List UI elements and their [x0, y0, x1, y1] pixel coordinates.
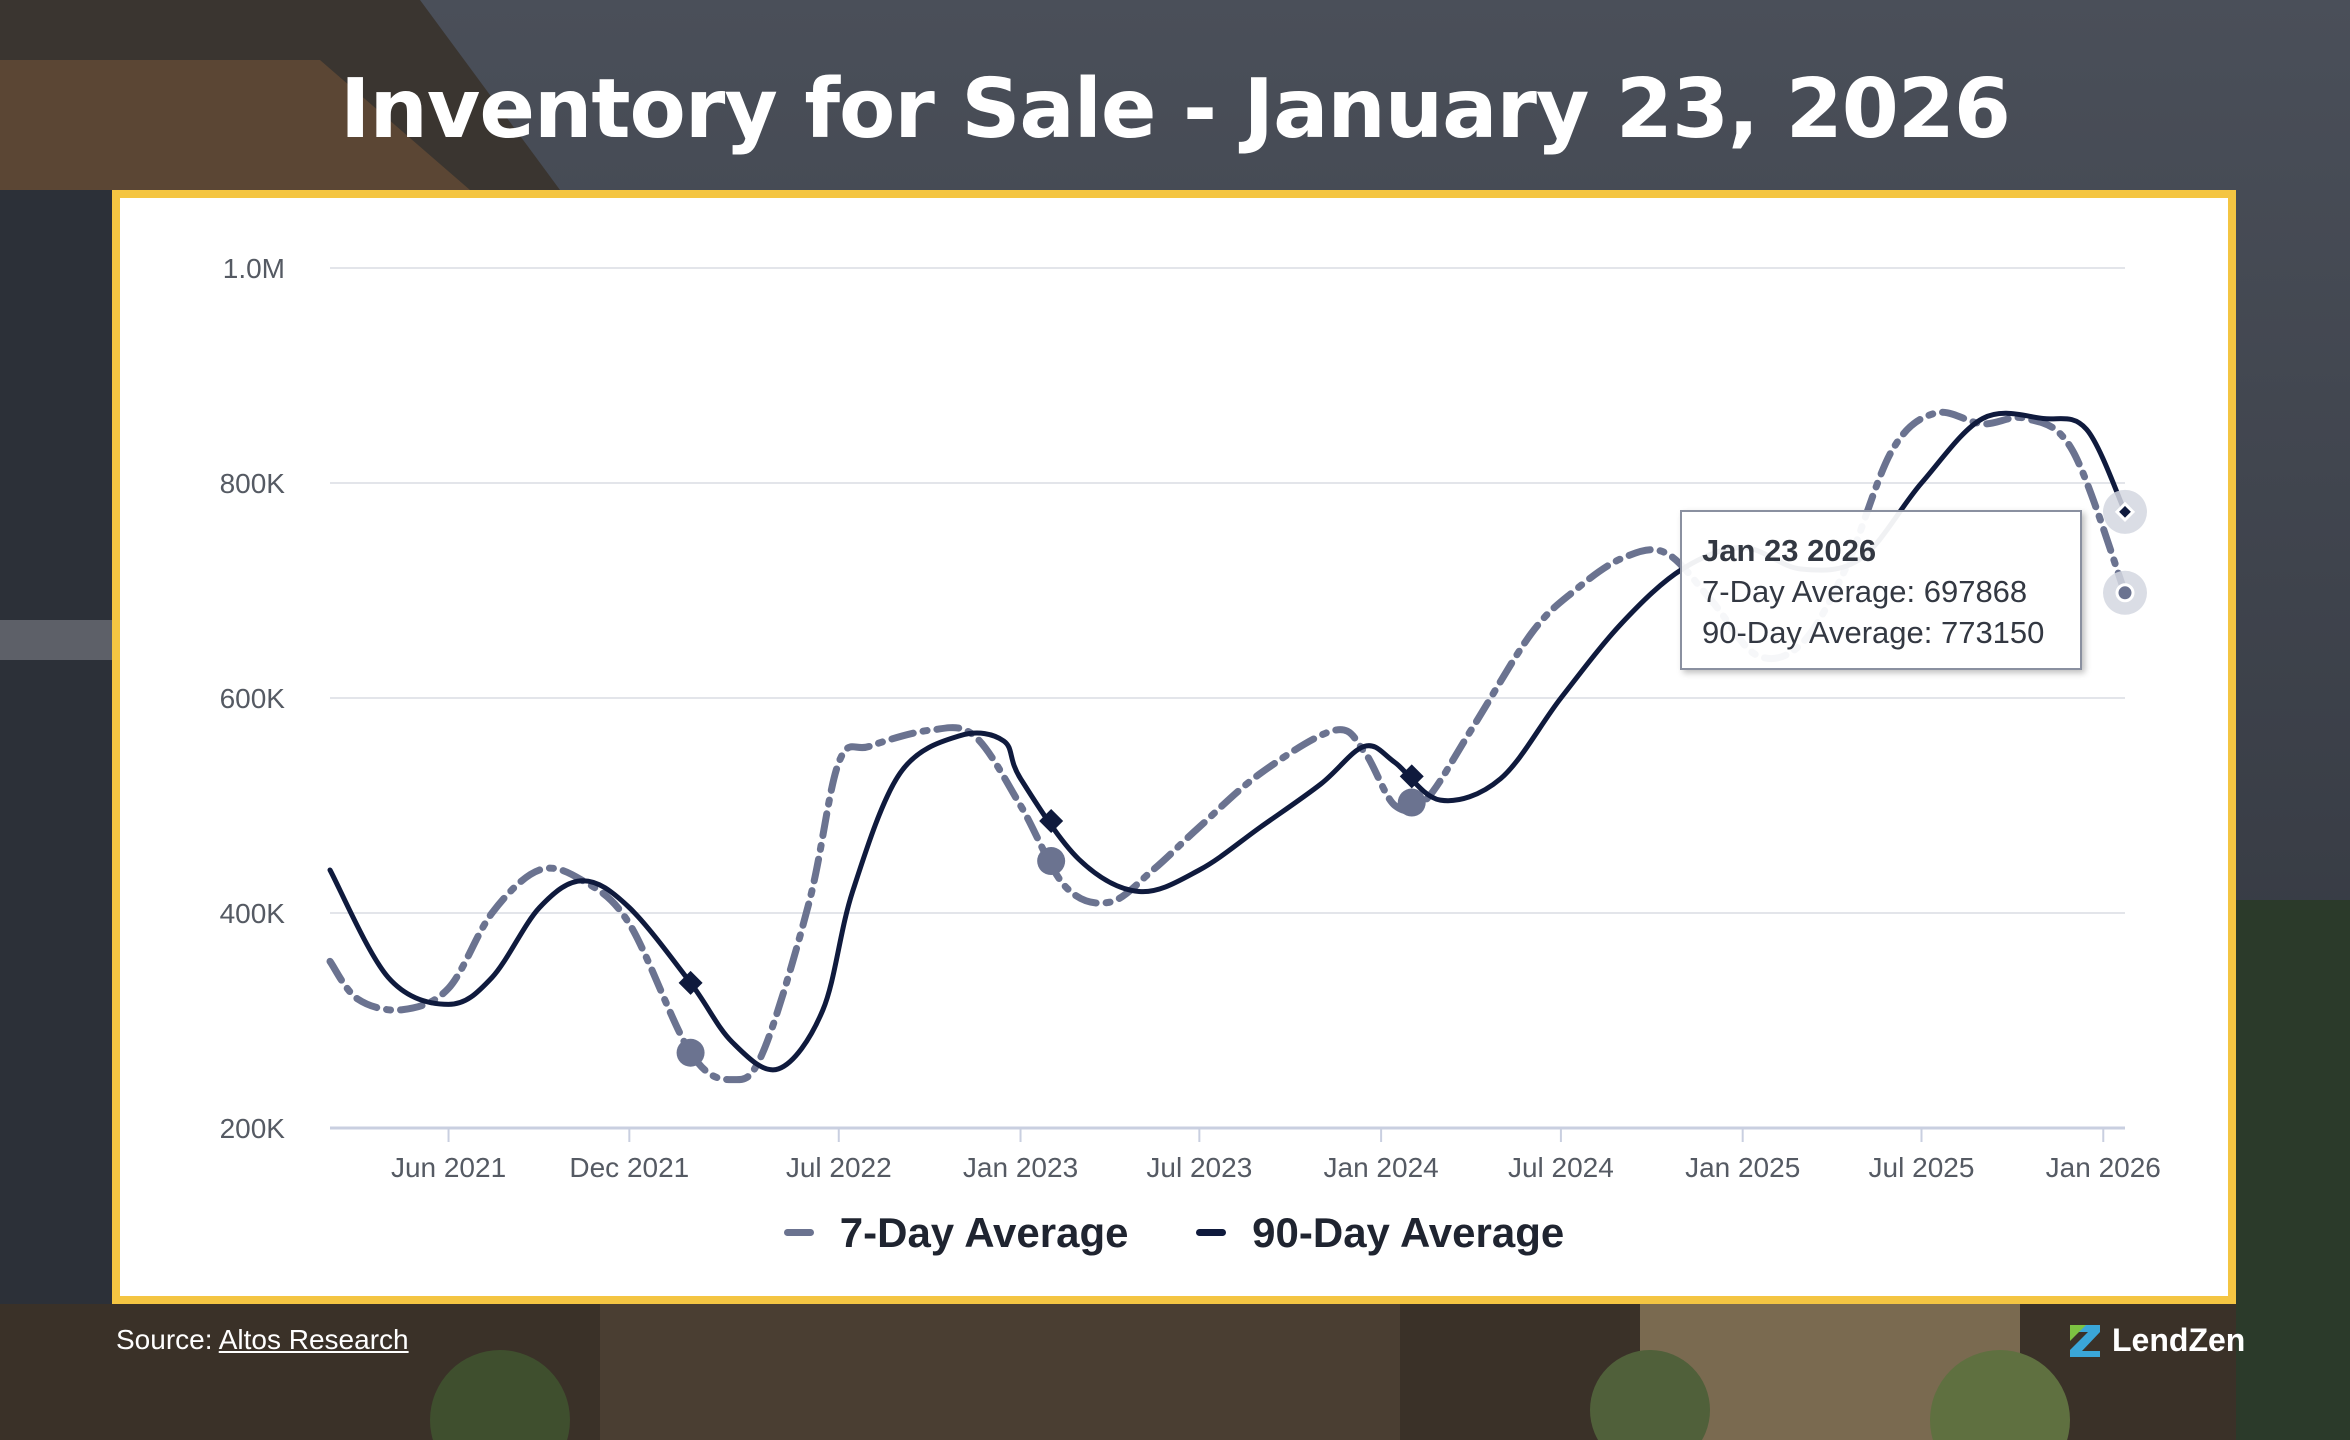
- seven-day-marker: [676, 1038, 705, 1067]
- x-tick-label: Jan 2024: [1324, 1152, 1439, 1183]
- y-tick-label: 1.0M: [223, 253, 285, 284]
- seven-day-marker: [1397, 788, 1426, 817]
- y-axis-ticks: 200K 400K 600K 800K 1.0M: [220, 253, 286, 1144]
- x-tick-label: Jan 2026: [2046, 1152, 2161, 1183]
- legend-label-ninety-day: 90-Day Average: [1252, 1208, 1565, 1256]
- tooltip-ninety-day: 90-Day Average: 773150: [1702, 615, 2045, 650]
- chart-legend: 7-Day Average 90-Day Average: [120, 1198, 2228, 1257]
- page-title: Inventory for Sale - January 23, 2026: [340, 62, 2011, 157]
- legend-label-seven-day: 7-Day Average: [839, 1208, 1129, 1256]
- x-tick-label: Jan 2023: [963, 1152, 1078, 1183]
- x-axis: Jun 2021 Dec 2021 Jul 2022 Jan 2023 Jul 2023…: [330, 1126, 2161, 1183]
- source-credit: Source: Altos Research: [116, 1324, 409, 1356]
- y-tick-label: 800K: [220, 468, 286, 499]
- legend-item-seven-day[interactable]: 7-Day Average: [783, 1208, 1129, 1257]
- hover-tooltip: Jan 23 2026 7-Day Average: 697868 90-Day…: [1680, 510, 2082, 670]
- tooltip-seven-day: 7-Day Average: 697868: [1702, 574, 2028, 609]
- legend-swatch-seven-day: [783, 1229, 814, 1236]
- brand-name: LendZen: [2112, 1322, 2246, 1358]
- ninety-day-marker: [1039, 808, 1064, 833]
- x-tick-label: Jun 2021: [391, 1152, 506, 1183]
- tooltip-date: Jan 23 2026: [1702, 533, 1877, 568]
- marker-group: [676, 489, 2147, 1067]
- y-tick-label: 200K: [220, 1113, 286, 1144]
- ninety-day-marker: [678, 970, 703, 995]
- seven-day-marker: [2115, 583, 2135, 603]
- y-tick-label: 400K: [220, 898, 286, 929]
- source-link[interactable]: Altos Research: [218, 1324, 409, 1355]
- source-label: Source:: [116, 1324, 213, 1355]
- legend-swatch-ninety-day: [1196, 1229, 1227, 1236]
- x-tick-label: Dec 2021: [569, 1152, 689, 1183]
- x-tick-label: Jul 2024: [1508, 1152, 1614, 1183]
- grid-lines: [330, 267, 2125, 914]
- x-tick-label: Jul 2025: [1869, 1152, 1975, 1183]
- seven-day-marker: [1037, 847, 1066, 876]
- x-tick-label: Jan 2025: [1685, 1152, 1800, 1183]
- x-tick-label: Jul 2022: [786, 1152, 892, 1183]
- x-tick-label: Jul 2023: [1146, 1152, 1252, 1183]
- chart-card: 200K 400K 600K 800K 1.0M Jun 2021 Dec 2021 Jul…: [112, 190, 2236, 1304]
- ninety-day-marker: [1399, 764, 1424, 789]
- line-chart: 200K 400K 600K 800K 1.0M Jun 2021 Dec 2021 Jul…: [220, 253, 2161, 1183]
- lendzen-logo-icon: [2070, 1324, 2100, 1357]
- legend-item-ninety-day[interactable]: 90-Day Average: [1196, 1209, 1564, 1257]
- y-tick-label: 600K: [220, 683, 286, 714]
- brand-logo: LendZen: [2068, 1322, 2245, 1359]
- ninety-day-marker: [2114, 501, 2136, 522]
